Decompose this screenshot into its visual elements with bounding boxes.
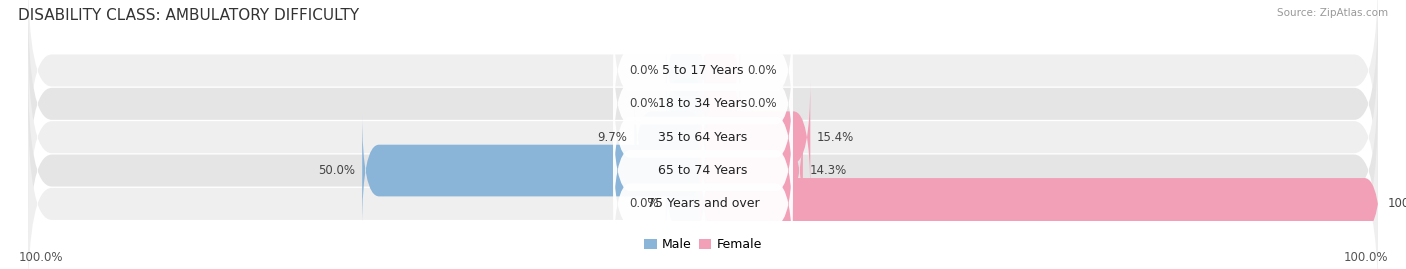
Text: 100.0%: 100.0% (1388, 197, 1406, 210)
FancyBboxPatch shape (700, 30, 740, 111)
FancyBboxPatch shape (613, 141, 793, 267)
Text: 100.0%: 100.0% (1343, 251, 1388, 264)
Text: 14.3%: 14.3% (810, 164, 846, 177)
Text: 9.7%: 9.7% (598, 131, 627, 144)
Text: 75 Years and over: 75 Years and over (647, 197, 759, 210)
FancyBboxPatch shape (28, 0, 1378, 171)
FancyBboxPatch shape (634, 80, 706, 195)
Text: DISABILITY CLASS: AMBULATORY DIFFICULTY: DISABILITY CLASS: AMBULATORY DIFFICULTY (18, 8, 360, 23)
FancyBboxPatch shape (613, 8, 793, 133)
FancyBboxPatch shape (700, 80, 810, 195)
Text: 5 to 17 Years: 5 to 17 Years (662, 64, 744, 77)
FancyBboxPatch shape (363, 113, 706, 228)
FancyBboxPatch shape (700, 63, 740, 145)
Text: Source: ZipAtlas.com: Source: ZipAtlas.com (1277, 8, 1388, 18)
FancyBboxPatch shape (613, 108, 793, 233)
FancyBboxPatch shape (666, 63, 706, 145)
FancyBboxPatch shape (666, 30, 706, 111)
FancyBboxPatch shape (613, 41, 793, 167)
Text: 100.0%: 100.0% (18, 251, 63, 264)
FancyBboxPatch shape (28, 70, 1378, 269)
FancyBboxPatch shape (666, 163, 706, 245)
Text: 0.0%: 0.0% (630, 97, 659, 110)
FancyBboxPatch shape (28, 3, 1378, 204)
Text: 50.0%: 50.0% (318, 164, 356, 177)
Text: 0.0%: 0.0% (747, 64, 776, 77)
FancyBboxPatch shape (700, 113, 803, 228)
Text: 35 to 64 Years: 35 to 64 Years (658, 131, 748, 144)
FancyBboxPatch shape (613, 74, 793, 200)
FancyBboxPatch shape (700, 146, 1381, 261)
Text: 15.4%: 15.4% (817, 131, 855, 144)
Text: 18 to 34 Years: 18 to 34 Years (658, 97, 748, 110)
Text: 65 to 74 Years: 65 to 74 Years (658, 164, 748, 177)
Text: 0.0%: 0.0% (747, 97, 776, 110)
Text: 0.0%: 0.0% (630, 197, 659, 210)
Text: 0.0%: 0.0% (630, 64, 659, 77)
Legend: Male, Female: Male, Female (644, 238, 762, 251)
FancyBboxPatch shape (28, 37, 1378, 238)
FancyBboxPatch shape (28, 103, 1378, 269)
